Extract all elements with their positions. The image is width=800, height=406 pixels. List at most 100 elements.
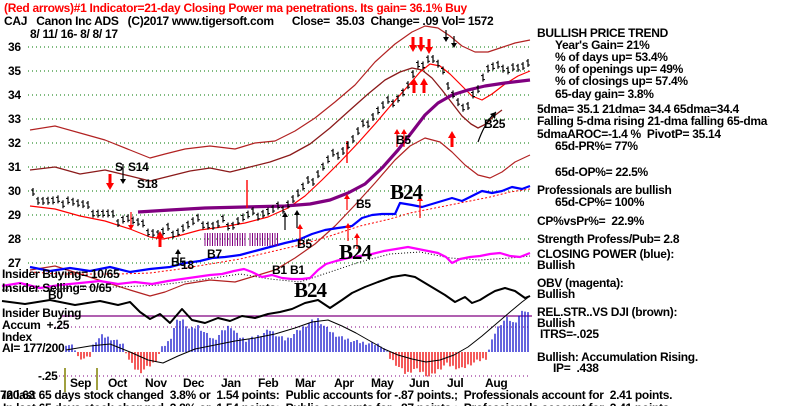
signal-label: B5 <box>396 133 411 147</box>
signal-arrow-icon <box>417 45 425 52</box>
signal-arrow-icon <box>297 224 303 229</box>
signal-arrow-icon <box>451 43 457 48</box>
analysis-line: % of openings up= 49% <box>555 62 684 76</box>
cp-ma-red-dotted <box>29 188 531 275</box>
price-tick-label: 35 <box>8 64 21 78</box>
signal-arrow-icon <box>120 179 126 184</box>
insider-label: Insider Buying <box>2 306 82 320</box>
analysis-line: 65d-OP%= 22.5% <box>555 165 648 179</box>
obv-magenta <box>1 245 531 290</box>
analysis-line: 5dma= 35.1 21dma= 34.4 65dma=34.4 <box>537 102 739 116</box>
price-tick-label: 34 <box>8 88 21 102</box>
signal-arrow-icon <box>106 183 114 190</box>
analysis-line: 65-day gain= 3.8% <box>555 87 654 101</box>
analysis-line: Bullish <box>537 316 575 330</box>
analysis-line: OBV (magenta): <box>537 276 624 290</box>
signal-label: B24 <box>339 240 372 264</box>
signal-label: S <box>115 160 123 174</box>
price-tick-label: 28 <box>8 232 21 246</box>
month-tick-label: Feb <box>258 376 279 390</box>
upper-band <box>29 25 531 159</box>
analysis-line: CP%vsPr%= 22.9% <box>537 214 644 228</box>
signal-arrow-icon <box>448 131 456 138</box>
analysis-line: BULLISH PRICE TREND <box>537 26 668 40</box>
signal-label: B1 <box>290 263 305 277</box>
insider-label: Insider Selling= 0/65 <box>2 281 112 295</box>
month-tick-label: Aug <box>485 376 508 390</box>
signal-label: S14 <box>128 160 149 174</box>
month-tick-label: May <box>371 376 394 390</box>
insider-label: Index <box>2 330 32 344</box>
analysis-line: REL.STR..VS DJI (brown): <box>537 305 678 319</box>
footer-summary: In last 65 days stock changed 3.8% or 1.… <box>3 388 673 402</box>
signal-arrow-icon <box>354 233 360 238</box>
signal-label: B25 <box>484 117 506 131</box>
signal-arrow-icon <box>294 210 300 215</box>
signal-arrow-icon <box>409 45 417 52</box>
insider-label: Insider Buying= 10/65 <box>2 267 120 281</box>
price-tick-label: 29 <box>8 208 21 222</box>
65dma-purple <box>137 78 531 214</box>
month-tick-label: Jan <box>221 376 241 390</box>
analysis-line: 65d-CP%= 100% <box>555 195 645 209</box>
month-tick-label: Apr <box>334 376 354 390</box>
signal-arrow-icon <box>394 129 400 134</box>
lower-band <box>29 137 531 297</box>
price-tick-label: 27 <box>8 256 21 270</box>
signal-label: B5 <box>171 255 186 269</box>
b25-curve-arrow-icon <box>490 112 496 119</box>
month-tick-label: Jul <box>447 376 464 390</box>
signal-arrow-icon <box>401 129 407 134</box>
date-range: 8/ 11/ 16- 8/ 8/ 17 <box>30 27 118 41</box>
signal-arrow-icon <box>410 78 418 85</box>
price-tick-label: 31 <box>8 160 21 174</box>
signal-label: S18 <box>137 177 158 191</box>
analysis-line: CLOSING POWER (blue): <box>537 247 675 261</box>
analysis-line: % of days up= 53.4% <box>555 50 668 64</box>
signal-arrow-icon <box>443 37 449 42</box>
ticker-header: CAJ Canon Inc ADS (C)2017 www.tigersoft.… <box>4 14 494 28</box>
closing-power-blue <box>29 184 531 274</box>
month-tick-label: Jun <box>409 376 430 390</box>
rel-strength-brown <box>29 67 503 182</box>
analysis-line: % of closings up= 57.4% <box>555 74 688 88</box>
signal-label: B24 <box>390 180 423 204</box>
month-tick-label: Nov <box>145 376 167 390</box>
analysis-line: Strength Profess/Pub= 2.8 <box>537 232 680 246</box>
signal-arrow-icon <box>344 194 350 199</box>
signal-label: B24 <box>294 278 327 302</box>
signal-label: B0 <box>48 288 63 302</box>
analysis-line: Bullish <box>537 258 575 272</box>
lower-black-line <box>1 274 531 324</box>
price-tick-label: 33 <box>8 112 21 126</box>
signal-arrow-icon <box>417 196 423 201</box>
analysis-line: IP= .438 <box>553 361 599 375</box>
indicator-header: (Red arrows)#1 Indicator=21-day Closing … <box>4 1 467 15</box>
month-tick-label: Dec <box>183 376 205 390</box>
signal-label: B5 <box>356 197 371 211</box>
signal-label: B1 <box>272 263 287 277</box>
analysis-line: Year's Gain= 21% <box>555 38 650 52</box>
ai-ma-thin-black <box>65 295 531 364</box>
month-tick-label: Sep <box>70 376 92 390</box>
insider-label: -.25 <box>38 369 58 383</box>
analysis-line: 65d-PR%= 77% <box>555 139 638 153</box>
signal-arrow-icon <box>420 78 428 85</box>
price-tick-label: 30 <box>8 184 21 198</box>
footer-overlay-number: 720.63 <box>0 388 35 402</box>
signal-arrow-icon <box>345 223 351 228</box>
analysis-line: Professionals are bullish <box>537 183 672 197</box>
analysis-line: Bullish: Accumulation Rising. <box>537 350 698 364</box>
signal-arrow-icon <box>425 47 433 54</box>
insider-label: AI= 177/200 <box>2 341 65 355</box>
signal-label: B7 <box>207 247 222 261</box>
footer-clipped-line: In last 65 days stock changed 3.8% or 1.… <box>3 402 672 406</box>
price-tick-label: 32 <box>8 136 21 150</box>
analysis-line: 5dmaAROC=-1.4 % PivotP= 35.14 <box>537 127 721 141</box>
mid-band-21dma <box>29 63 531 240</box>
insider-label: Accum +.25 <box>2 318 70 332</box>
month-tick-label: Oct <box>108 376 128 390</box>
signal-label: 18 <box>181 258 194 272</box>
signal-label: B5 <box>297 237 312 251</box>
